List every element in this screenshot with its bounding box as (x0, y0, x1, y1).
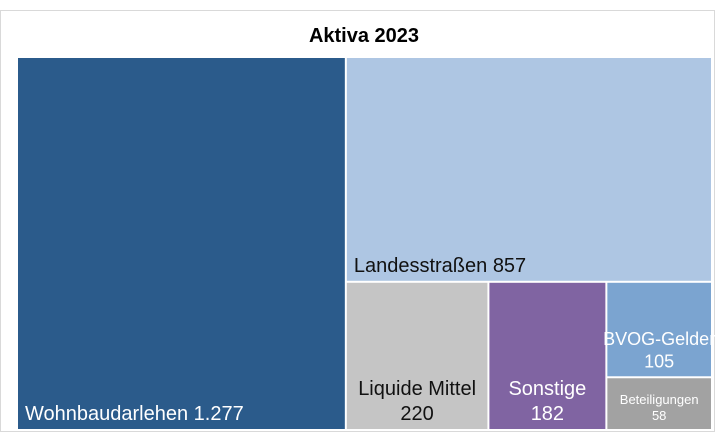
category-label: BVOG-Gelder (603, 329, 715, 349)
category-label: Beteiligungen (620, 392, 699, 407)
tile (607, 378, 711, 429)
category-label: Landesstraßen (354, 255, 487, 277)
tile (18, 58, 345, 429)
value-label: 857 (493, 255, 526, 277)
tile-label: Landesstraßen 857 (354, 255, 526, 277)
value-label: 105 (644, 351, 674, 371)
tile (489, 282, 606, 429)
category-label: Wohnbaudarlehen (25, 403, 188, 425)
category-label: Liquide Mittel (358, 378, 476, 400)
tile (346, 58, 711, 281)
tile-label: Wohnbaudarlehen 1.277 (25, 403, 244, 425)
category-label: Sonstige (508, 378, 586, 400)
tile (346, 282, 488, 429)
chart-title: Aktiva 2023 (309, 25, 419, 47)
value-label: 220 (400, 403, 433, 425)
tile (607, 282, 711, 377)
value-label: 1.277 (194, 403, 244, 425)
value-label: 58 (652, 408, 666, 423)
value-label: 182 (531, 403, 564, 425)
